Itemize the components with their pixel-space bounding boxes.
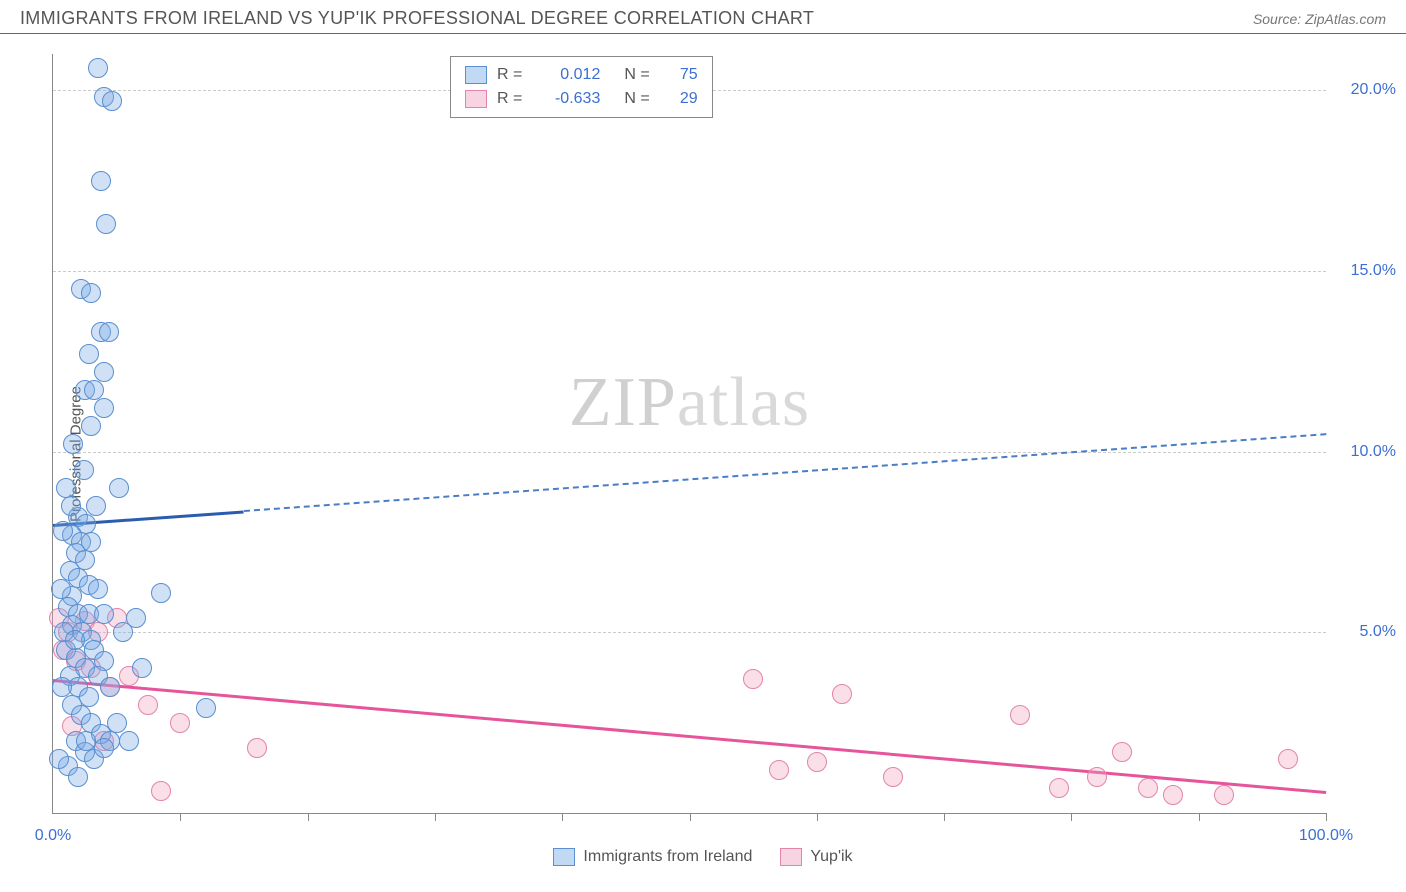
- ytick-label: 20.0%: [1336, 81, 1396, 99]
- data-point-a: [94, 398, 114, 418]
- data-point-a: [84, 380, 104, 400]
- xtick: [308, 813, 309, 821]
- data-point-b: [832, 684, 852, 704]
- swatch-series-a: [465, 66, 487, 84]
- data-point-a: [56, 478, 76, 498]
- xtick: [1326, 813, 1327, 821]
- data-point-b: [170, 713, 190, 733]
- data-point-a: [109, 478, 129, 498]
- data-point-a: [86, 496, 106, 516]
- data-point-a: [102, 91, 122, 111]
- data-point-a: [63, 434, 83, 454]
- gridline-h: [53, 452, 1326, 453]
- ytick-label: 10.0%: [1336, 443, 1396, 461]
- xtick: [1071, 813, 1072, 821]
- data-point-b: [1278, 749, 1298, 769]
- data-point-a: [51, 579, 71, 599]
- ytick-label: 5.0%: [1336, 623, 1396, 641]
- data-point-a: [119, 731, 139, 751]
- series-legend: Immigrants from Ireland Yup'ik: [0, 848, 1406, 866]
- data-point-b: [1112, 742, 1132, 762]
- r-value-b: -0.633: [540, 90, 600, 108]
- data-point-b: [1163, 785, 1183, 805]
- data-point-a: [49, 749, 69, 769]
- data-point-b: [151, 781, 171, 801]
- xtick: [180, 813, 181, 821]
- data-point-a: [91, 171, 111, 191]
- data-point-b: [1049, 778, 1069, 798]
- data-point-a: [132, 658, 152, 678]
- data-point-a: [107, 713, 127, 733]
- legend-row-series-b: R = -0.633 N = 29: [465, 87, 698, 111]
- chart-header: IMMIGRANTS FROM IRELAND VS YUP'IK PROFES…: [0, 0, 1406, 34]
- gridline-h: [53, 632, 1326, 633]
- legend-item-b: Yup'ik: [780, 848, 852, 866]
- data-point-a: [100, 677, 120, 697]
- chart-title: IMMIGRANTS FROM IRELAND VS YUP'IK PROFES…: [20, 8, 814, 29]
- data-point-a: [96, 214, 116, 234]
- data-point-a: [61, 496, 81, 516]
- data-point-a: [68, 767, 88, 787]
- data-point-a: [81, 283, 101, 303]
- xtick: [817, 813, 818, 821]
- data-point-b: [807, 752, 827, 772]
- data-point-b: [1138, 778, 1158, 798]
- data-point-a: [88, 58, 108, 78]
- legend-row-series-a: R = 0.012 N = 75: [465, 63, 698, 87]
- trendline-a-extrapolated: [244, 433, 1326, 512]
- data-point-b: [1214, 785, 1234, 805]
- data-point-a: [94, 604, 114, 624]
- source-attribution: Source: ZipAtlas.com: [1253, 11, 1386, 27]
- data-point-a: [99, 322, 119, 342]
- r-value-a: 0.012: [540, 66, 600, 84]
- data-point-b: [769, 760, 789, 780]
- plot-region: ZIPatlas 5.0%10.0%15.0%20.0%0.0%100.0%: [52, 54, 1326, 814]
- data-point-a: [52, 677, 72, 697]
- chart-area: Professional Degree ZIPatlas 5.0%10.0%15…: [0, 34, 1406, 874]
- data-point-b: [1087, 767, 1107, 787]
- xtick: [562, 813, 563, 821]
- data-point-a: [196, 698, 216, 718]
- watermark: ZIPatlas: [569, 363, 810, 443]
- data-point-a: [151, 583, 171, 603]
- xtick-label-left: 0.0%: [35, 827, 71, 845]
- n-value-a: 75: [668, 66, 698, 84]
- data-point-a: [126, 608, 146, 628]
- data-point-a: [81, 416, 101, 436]
- swatch-series-b: [465, 90, 487, 108]
- xtick-label-right: 100.0%: [1299, 827, 1353, 845]
- xtick: [1199, 813, 1200, 821]
- ytick-label: 15.0%: [1336, 262, 1396, 280]
- trendline-b: [53, 679, 1326, 794]
- xtick: [690, 813, 691, 821]
- legend-item-a: Immigrants from Ireland: [553, 848, 752, 866]
- data-point-a: [74, 460, 94, 480]
- data-point-a: [76, 731, 96, 751]
- xtick: [435, 813, 436, 821]
- xtick: [944, 813, 945, 821]
- data-point-b: [883, 767, 903, 787]
- data-point-b: [138, 695, 158, 715]
- correlation-legend: R = 0.012 N = 75 R = -0.633 N = 29: [450, 56, 713, 118]
- data-point-a: [53, 521, 73, 541]
- swatch-series-b: [780, 848, 802, 866]
- data-point-b: [247, 738, 267, 758]
- data-point-b: [1010, 705, 1030, 725]
- gridline-h: [53, 271, 1326, 272]
- data-point-a: [88, 579, 108, 599]
- data-point-a: [65, 630, 85, 650]
- data-point-a: [94, 738, 114, 758]
- data-point-a: [94, 362, 114, 382]
- data-point-b: [743, 669, 763, 689]
- n-value-b: 29: [668, 90, 698, 108]
- swatch-series-a: [553, 848, 575, 866]
- data-point-a: [79, 344, 99, 364]
